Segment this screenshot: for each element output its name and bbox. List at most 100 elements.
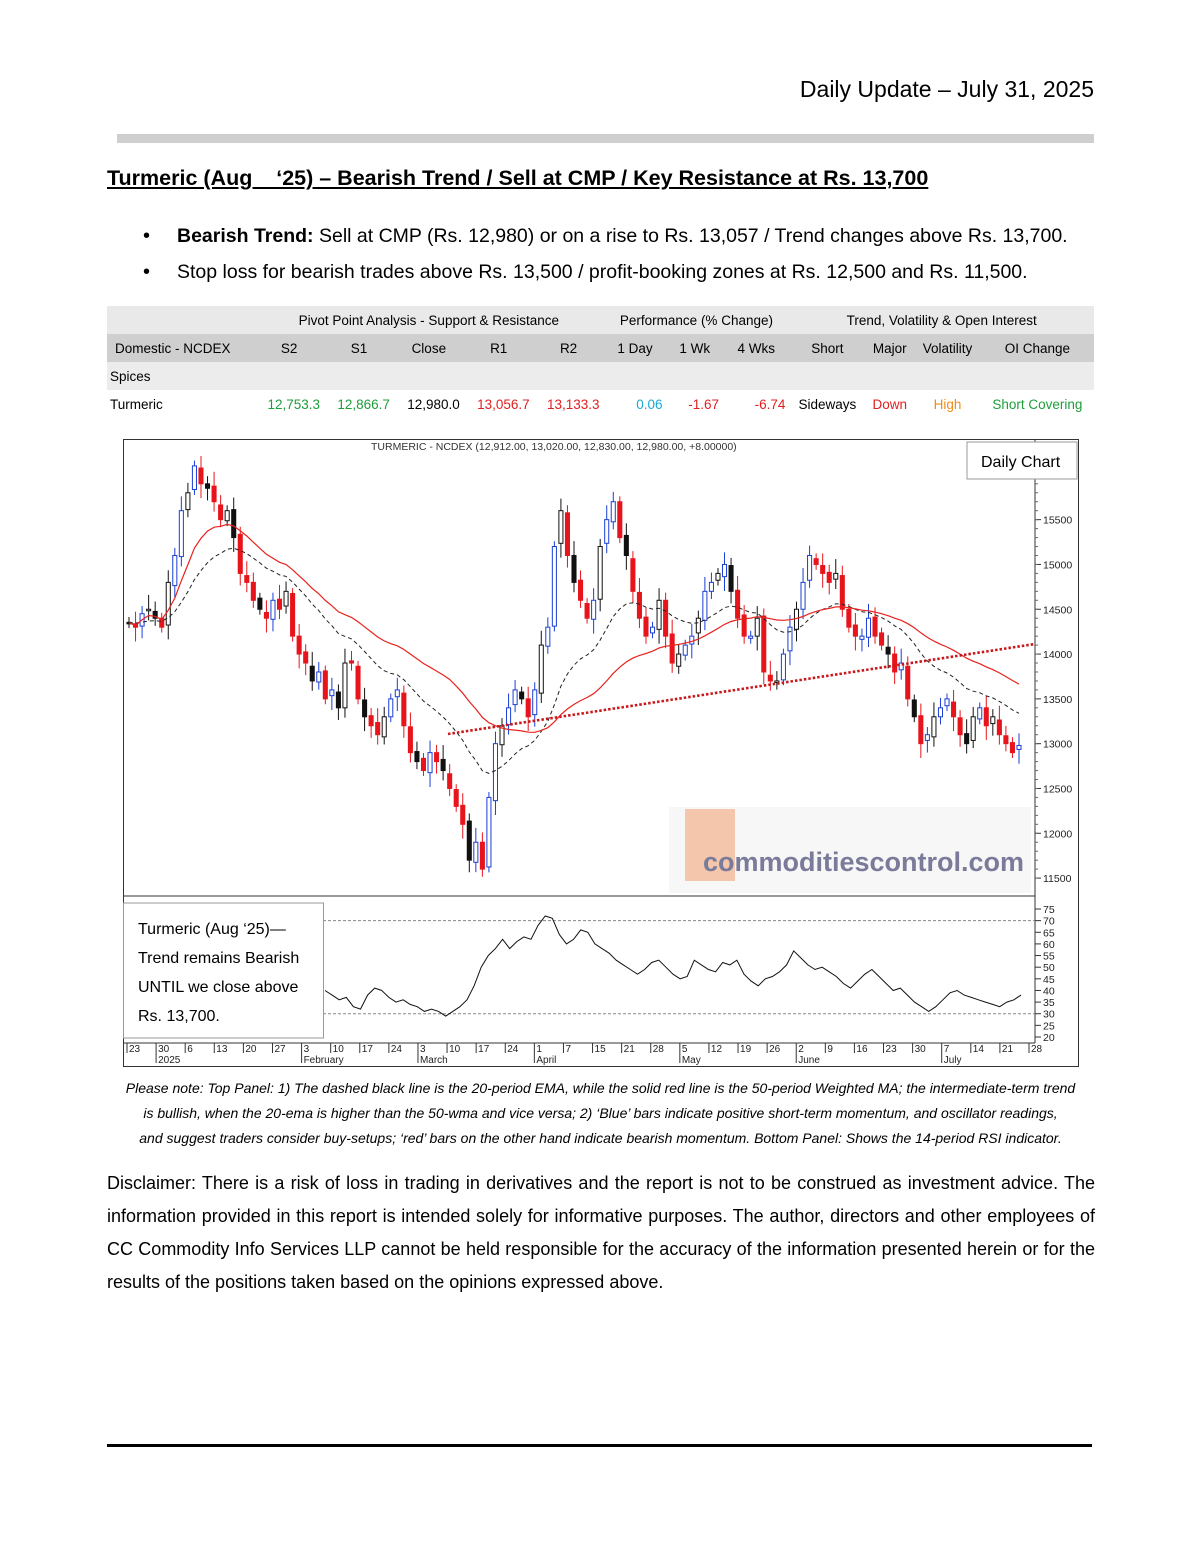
date-tick-label: 10 (333, 1044, 345, 1055)
chart-container: TURMERIC - NCDEX (12,912.00, 13,020.00, … (123, 439, 1079, 1067)
candle-body (676, 653, 682, 667)
candle-body (741, 614, 747, 637)
cell-short: Sideways (798, 396, 857, 412)
candle-body (401, 692, 407, 727)
candle-body (689, 635, 695, 645)
candle-body (348, 660, 355, 664)
cell-r2: 13,133.3 (546, 396, 600, 412)
candle-body (388, 698, 394, 718)
candle-body (957, 717, 963, 736)
candle-body (800, 581, 806, 610)
date-tick-label: 7 (565, 1044, 571, 1055)
month-label: February (304, 1055, 344, 1066)
cell-4wks: -6.74 (754, 396, 786, 412)
candle-body (780, 653, 786, 681)
date-tick-label: 21 (624, 1044, 636, 1055)
list-item: Stop loss for bearish trades above Rs. 1… (107, 258, 1097, 294)
candle-body (545, 626, 551, 647)
candle-body (290, 592, 296, 637)
candle-body (846, 608, 852, 628)
candle-body (924, 734, 930, 741)
candle-body (237, 533, 243, 574)
candle-body (178, 510, 184, 558)
candle-body (839, 575, 845, 610)
candle-body (584, 603, 590, 619)
price-tick-label: 12000 (1043, 828, 1072, 840)
col-domestic: Domestic - NCDEX (107, 334, 255, 362)
candle-body (898, 662, 904, 671)
price-tick-label: 15500 (1043, 515, 1072, 527)
report-date: Daily Update – July 31, 2025 (799, 76, 1094, 102)
candle-body (983, 707, 989, 727)
candle-body (250, 581, 256, 601)
date-tick-label: 21 (1002, 1044, 1014, 1055)
price-tick-label: 13500 (1043, 694, 1072, 706)
date-tick-label: 15 (595, 1044, 607, 1055)
ema20-line (128, 547, 1020, 774)
candle-body (859, 635, 865, 640)
candle-body (466, 820, 472, 861)
footer-rule (107, 1444, 1092, 1447)
group-performance: Performance (% Change) (603, 306, 790, 334)
daily-chart-label: Daily Chart (966, 441, 1078, 480)
candle-body (453, 789, 459, 807)
candle-body (309, 665, 315, 682)
candle-body (172, 554, 178, 587)
date-tick-label: 3 (420, 1044, 426, 1055)
candle-body (414, 751, 420, 763)
candle-body (525, 698, 531, 718)
month-label: March (420, 1055, 448, 1066)
candle-body (198, 467, 204, 485)
date-tick-label: 2 (798, 1044, 804, 1055)
rsi-tick-label: 20 (1043, 1032, 1055, 1044)
candle-body (276, 598, 283, 610)
candle-body (486, 796, 492, 868)
rsi-tick-label: 45 (1043, 974, 1055, 986)
date-tick-label: 3 (304, 1044, 310, 1055)
rsi-line (324, 915, 1022, 1017)
candle-body (270, 599, 276, 620)
rsi-tick-label: 60 (1043, 939, 1055, 951)
candle-body (787, 626, 793, 652)
candle-body (990, 716, 996, 725)
chart-header: TURMERIC - NCDEX (12,912.00, 13,020.00, … (371, 441, 737, 453)
candle-body (185, 492, 191, 511)
candle-body (159, 617, 165, 628)
annotation-frame (123, 902, 324, 1039)
date-tick-label: 17 (362, 1044, 374, 1055)
date-tick-label: 24 (507, 1044, 519, 1055)
candle-body (394, 689, 400, 698)
candle-body (636, 591, 642, 619)
date-tick-label: 20 (245, 1044, 257, 1055)
cell-major: Down (872, 396, 908, 412)
col-s1: S1 (324, 334, 394, 362)
candle-body (316, 671, 322, 683)
candle-body (551, 546, 557, 627)
candle-body (519, 691, 525, 700)
col-4wks: 4 Wks (723, 334, 790, 362)
rsi-tick-label: 65 (1043, 927, 1055, 939)
candle-body (865, 617, 872, 638)
bullet-text: Sell at CMP (Rs. 12,980) or on a rise to… (313, 225, 1068, 247)
candle-body (918, 715, 924, 745)
note-line: is bullish, when the 20-ema is higher th… (143, 1105, 1058, 1121)
candle-body (407, 726, 413, 754)
candle-body (774, 680, 780, 683)
price-tick-label: 14500 (1043, 604, 1072, 616)
candle-body (721, 563, 728, 578)
date-tick-label: 30 (158, 1044, 170, 1055)
month-label: June (798, 1055, 820, 1066)
candle-body (427, 752, 433, 774)
candle-body (1009, 742, 1015, 754)
month-label: April (536, 1055, 556, 1066)
note-line: Please note: Top Panel: 1) The dashed bl… (125, 1080, 1076, 1096)
date-tick-label: 23 (886, 1044, 898, 1055)
candle-body (977, 707, 983, 720)
candle-body (244, 575, 250, 583)
candle-body (146, 608, 152, 612)
candle-body (617, 501, 623, 539)
pivot-table: Pivot Point Analysis - Support & Resista… (107, 306, 1094, 418)
candle-body (591, 599, 597, 620)
chart-note: Please note: Top Panel: 1) The dashed bl… (107, 1076, 1094, 1151)
